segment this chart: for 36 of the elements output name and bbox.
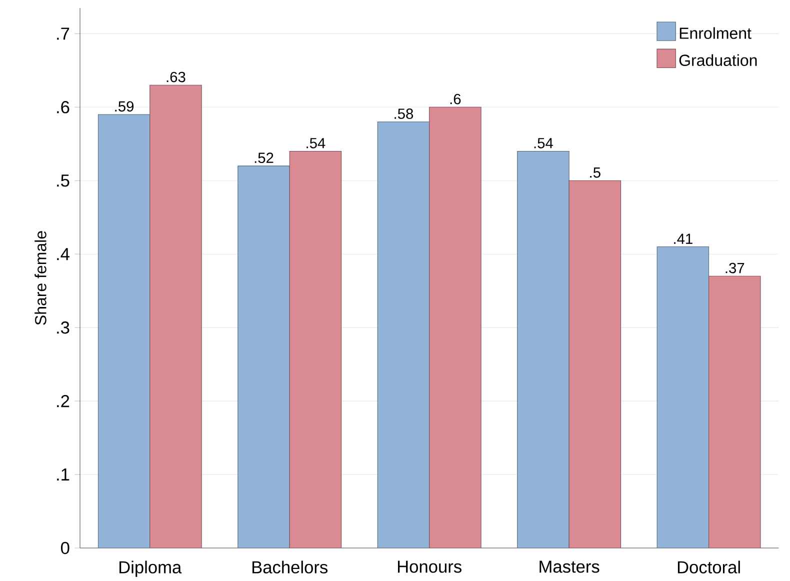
bar [150, 84, 202, 548]
x-tick-label: Doctoral [678, 560, 740, 574]
bar [238, 166, 290, 548]
x-tick-label: Honours [398, 560, 462, 573]
data-label: .59 [115, 101, 134, 112]
data-label: .5 [590, 167, 600, 178]
legend-label: Enrolment [680, 27, 752, 39]
y-tick-label: .7 [57, 28, 70, 40]
bar [289, 150, 342, 548]
data-label: .54 [306, 138, 326, 148]
data-label: .6 [450, 94, 461, 104]
bar [377, 122, 430, 548]
x-tick-label: Bachelors [252, 560, 328, 574]
bar [517, 150, 570, 548]
data-label: .63 [166, 72, 186, 82]
x-tick-label: Masters [540, 560, 600, 573]
y-tick-label: .6 [57, 101, 70, 114]
bar [429, 106, 482, 548]
y-tick-label: .1 [57, 468, 70, 480]
y-tick-label: .5 [57, 174, 70, 187]
bar [568, 180, 622, 548]
y-tick-label: .4 [57, 248, 70, 260]
bar [98, 114, 150, 548]
y-tick-label: 0 [60, 542, 70, 554]
data-label: .54 [534, 138, 553, 148]
y-tick-label: .2 [57, 394, 70, 408]
data-label: .58 [394, 108, 414, 119]
data-label: .52 [254, 152, 274, 164]
x-tick-label: Diploma [120, 560, 182, 577]
bar [708, 276, 761, 548]
bar [656, 246, 710, 548]
legend-label: Graduation [679, 54, 757, 66]
y-tick-label: .3 [57, 321, 70, 334]
data-label: .41 [674, 234, 692, 244]
data-label: .37 [726, 262, 744, 274]
y-axis-title: Share female [34, 231, 46, 325]
